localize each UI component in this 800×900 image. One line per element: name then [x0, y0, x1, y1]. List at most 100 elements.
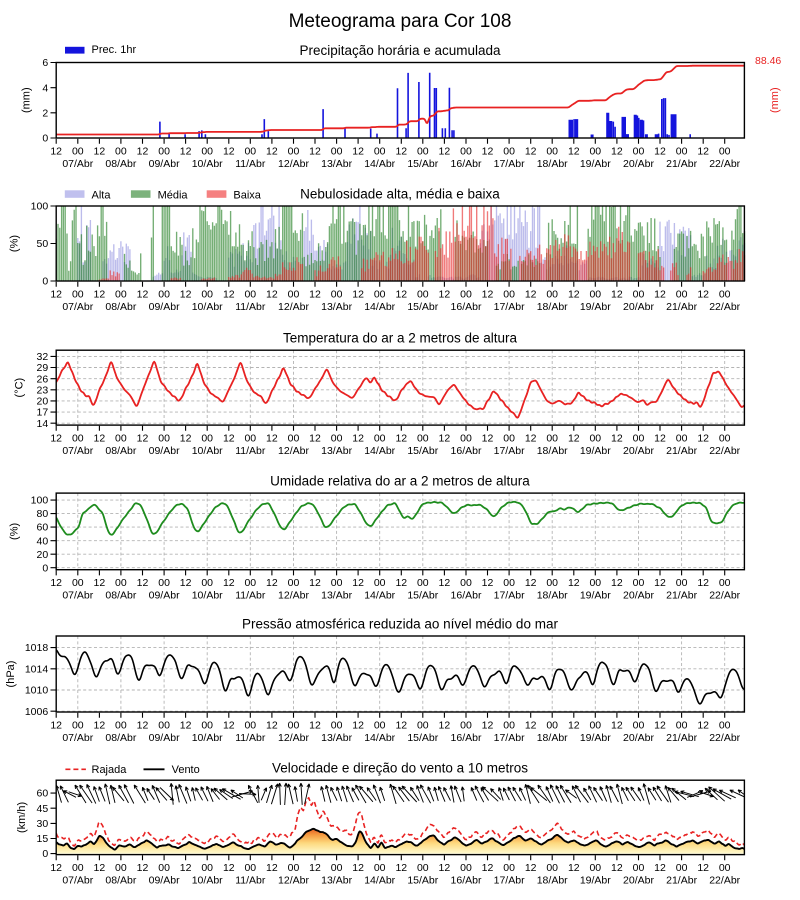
svg-text:12: 12 [223, 146, 235, 158]
svg-text:00: 00 [331, 720, 343, 732]
svg-text:(hPa): (hPa) [5, 661, 17, 688]
svg-text:16/Abr: 16/Abr [451, 158, 482, 170]
svg-text:Média: Média [158, 190, 189, 202]
svg-text:00: 00 [244, 289, 256, 301]
svg-text:(mm): (mm) [769, 87, 781, 113]
svg-text:00: 00 [201, 720, 213, 732]
svg-text:00: 00 [589, 146, 601, 158]
svg-text:12: 12 [50, 146, 62, 158]
svg-text:17/Abr: 17/Abr [494, 158, 525, 170]
svg-text:17/Abr: 17/Abr [494, 301, 525, 313]
svg-text:08/Abr: 08/Abr [105, 158, 136, 170]
svg-text:07/Abr: 07/Abr [62, 590, 93, 602]
svg-text:12: 12 [611, 862, 623, 874]
svg-text:1018: 1018 [25, 642, 49, 654]
svg-text:00: 00 [633, 862, 645, 874]
svg-text:17: 17 [37, 407, 49, 419]
svg-text:18/Abr: 18/Abr [537, 875, 568, 887]
svg-text:12: 12 [223, 720, 235, 732]
svg-text:12: 12 [352, 577, 364, 589]
svg-text:00: 00 [719, 577, 731, 589]
svg-text:14/Abr: 14/Abr [364, 732, 395, 744]
svg-text:00: 00 [201, 289, 213, 301]
svg-text:18/Abr: 18/Abr [537, 590, 568, 602]
svg-text:00: 00 [676, 289, 688, 301]
svg-text:12: 12 [697, 720, 709, 732]
svg-text:20/Abr: 20/Abr [623, 590, 654, 602]
svg-text:12: 12 [50, 720, 62, 732]
svg-text:26: 26 [37, 373, 49, 385]
svg-text:12: 12 [223, 577, 235, 589]
svg-text:Vento: Vento [172, 764, 200, 776]
svg-text:12: 12 [525, 146, 537, 158]
svg-text:00: 00 [633, 577, 645, 589]
svg-text:00: 00 [503, 862, 515, 874]
svg-text:00: 00 [633, 433, 645, 445]
svg-text:07/Abr: 07/Abr [62, 732, 93, 744]
svg-text:16/Abr: 16/Abr [451, 445, 482, 457]
svg-text:11/Abr: 11/Abr [235, 732, 266, 744]
svg-text:12: 12 [654, 146, 666, 158]
svg-text:00: 00 [374, 862, 386, 874]
svg-text:09/Abr: 09/Abr [149, 732, 180, 744]
svg-text:00: 00 [460, 289, 472, 301]
svg-text:00: 00 [158, 862, 170, 874]
svg-text:60: 60 [37, 788, 49, 800]
svg-text:00: 00 [546, 289, 558, 301]
svg-text:12: 12 [439, 433, 451, 445]
svg-text:12: 12 [180, 146, 192, 158]
svg-text:00: 00 [244, 577, 256, 589]
svg-text:12: 12 [482, 289, 494, 301]
svg-text:20/Abr: 20/Abr [623, 158, 654, 170]
svg-text:00: 00 [201, 577, 213, 589]
svg-text:12: 12 [611, 720, 623, 732]
svg-text:18/Abr: 18/Abr [537, 158, 568, 170]
svg-text:1014: 1014 [25, 663, 49, 675]
svg-text:12: 12 [352, 720, 364, 732]
svg-text:00: 00 [288, 577, 300, 589]
svg-text:12: 12 [395, 289, 407, 301]
svg-text:00: 00 [158, 433, 170, 445]
svg-text:00: 00 [719, 289, 731, 301]
svg-text:12: 12 [266, 433, 278, 445]
svg-text:2: 2 [42, 107, 48, 119]
svg-text:00: 00 [72, 289, 84, 301]
svg-text:20/Abr: 20/Abr [623, 301, 654, 313]
svg-text:00: 00 [331, 862, 343, 874]
svg-text:21/Abr: 21/Abr [666, 158, 697, 170]
svg-text:00: 00 [589, 577, 601, 589]
svg-text:Umidade relativa do ar a 2 met: Umidade relativa do ar a 2 metros de alt… [270, 474, 530, 489]
svg-text:00: 00 [460, 433, 472, 445]
svg-text:07/Abr: 07/Abr [62, 158, 93, 170]
svg-text:12: 12 [611, 577, 623, 589]
svg-text:12: 12 [137, 862, 149, 874]
svg-text:00: 00 [417, 577, 429, 589]
svg-text:10/Abr: 10/Abr [192, 732, 223, 744]
svg-text:12: 12 [395, 146, 407, 158]
svg-text:12: 12 [50, 862, 62, 874]
svg-text:12: 12 [525, 720, 537, 732]
svg-text:19/Abr: 19/Abr [580, 301, 611, 313]
svg-text:07/Abr: 07/Abr [62, 875, 93, 887]
svg-text:00: 00 [503, 146, 515, 158]
svg-text:12: 12 [180, 289, 192, 301]
svg-text:1010: 1010 [25, 685, 49, 697]
svg-text:10/Abr: 10/Abr [192, 445, 223, 457]
svg-text:12: 12 [352, 433, 364, 445]
svg-text:12/Abr: 12/Abr [278, 158, 309, 170]
svg-text:00: 00 [158, 577, 170, 589]
svg-text:00: 00 [546, 433, 558, 445]
svg-text:00: 00 [676, 720, 688, 732]
svg-text:12: 12 [525, 577, 537, 589]
svg-text:22/Abr: 22/Abr [709, 301, 740, 313]
svg-text:12: 12 [180, 577, 192, 589]
svg-text:00: 00 [546, 720, 558, 732]
svg-text:12: 12 [568, 577, 580, 589]
svg-text:00: 00 [158, 289, 170, 301]
svg-text:(°C): (°C) [14, 378, 26, 398]
svg-text:00: 00 [676, 577, 688, 589]
svg-text:10/Abr: 10/Abr [192, 590, 223, 602]
svg-text:12: 12 [654, 862, 666, 874]
svg-text:00: 00 [201, 433, 213, 445]
svg-text:14/Abr: 14/Abr [364, 590, 395, 602]
